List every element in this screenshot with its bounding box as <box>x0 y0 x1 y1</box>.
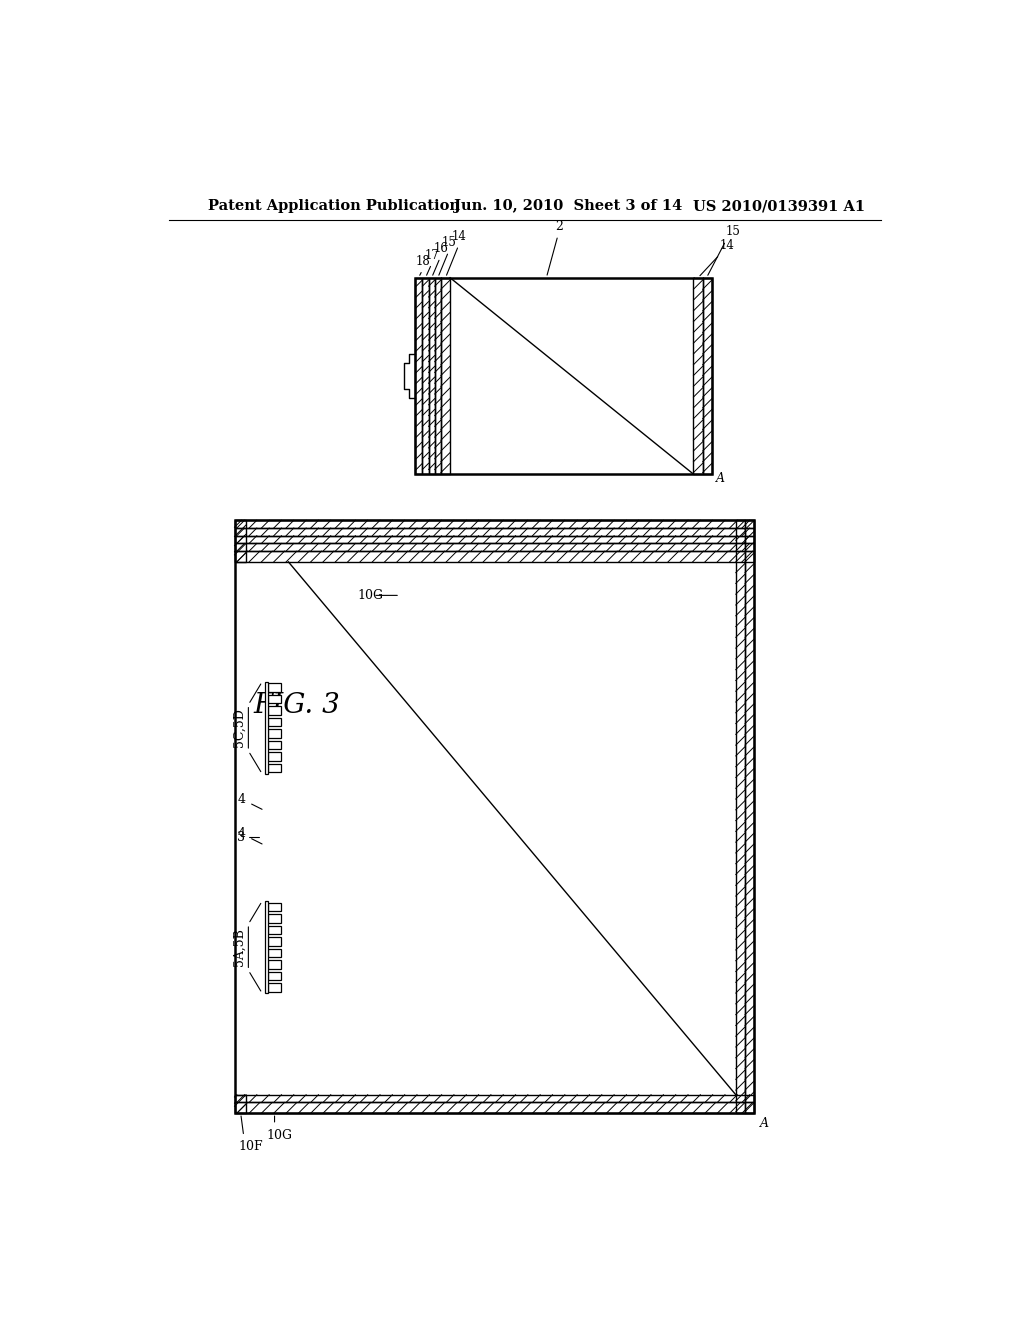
Text: 15: 15 <box>442 236 457 249</box>
Bar <box>736 520 745 1113</box>
Bar <box>268 752 281 760</box>
Text: 10F: 10F <box>239 1140 263 1154</box>
Bar <box>268 684 281 692</box>
Bar <box>234 520 755 1113</box>
Text: US 2010/0139391 A1: US 2010/0139391 A1 <box>692 199 865 213</box>
Bar <box>234 552 755 562</box>
Text: 10G: 10G <box>357 589 384 602</box>
Bar <box>268 764 281 772</box>
Bar <box>268 730 281 738</box>
Bar <box>234 544 755 552</box>
Bar <box>234 1094 246 1113</box>
Bar <box>268 983 281 991</box>
Bar <box>234 536 755 544</box>
Text: 14: 14 <box>720 239 734 252</box>
Bar <box>234 528 755 536</box>
Text: 3: 3 <box>238 832 246 843</box>
Bar <box>441 277 451 474</box>
Text: 10G: 10G <box>267 1129 293 1142</box>
Text: Patent Application Publication: Patent Application Publication <box>208 199 460 213</box>
Text: 5A,5B: 5A,5B <box>232 928 246 966</box>
Bar <box>429 277 435 474</box>
Bar <box>268 694 281 704</box>
Bar <box>702 277 712 474</box>
Text: Jun. 10, 2010  Sheet 3 of 14: Jun. 10, 2010 Sheet 3 of 14 <box>454 199 682 213</box>
Bar <box>693 277 702 474</box>
Bar <box>268 972 281 981</box>
Bar <box>268 903 281 911</box>
Bar <box>234 1094 755 1102</box>
Text: 2: 2 <box>555 220 563 234</box>
Text: A: A <box>716 471 725 484</box>
Bar <box>422 277 429 474</box>
Bar <box>268 741 281 750</box>
Bar <box>268 718 281 726</box>
Text: 17: 17 <box>425 248 440 261</box>
Bar <box>264 681 268 774</box>
Bar <box>745 520 755 1113</box>
Bar <box>234 520 246 562</box>
Bar <box>268 937 281 945</box>
Bar <box>268 913 281 923</box>
Bar <box>264 902 268 994</box>
Text: A: A <box>761 1117 769 1130</box>
Text: FIG. 3: FIG. 3 <box>254 692 341 718</box>
Text: 5C,5D: 5C,5D <box>232 709 246 747</box>
Bar <box>234 1102 755 1113</box>
Bar <box>268 706 281 714</box>
Text: 18: 18 <box>416 255 430 268</box>
Bar <box>234 520 755 528</box>
Bar <box>268 960 281 969</box>
Bar <box>268 925 281 935</box>
Bar <box>416 277 712 474</box>
Bar <box>416 277 422 474</box>
Text: 15: 15 <box>726 226 740 239</box>
Text: 16: 16 <box>433 243 449 256</box>
Text: 14: 14 <box>452 230 467 243</box>
Bar <box>435 277 441 474</box>
Bar <box>268 949 281 957</box>
Text: 4: 4 <box>238 792 246 805</box>
Text: 4: 4 <box>238 828 246 840</box>
